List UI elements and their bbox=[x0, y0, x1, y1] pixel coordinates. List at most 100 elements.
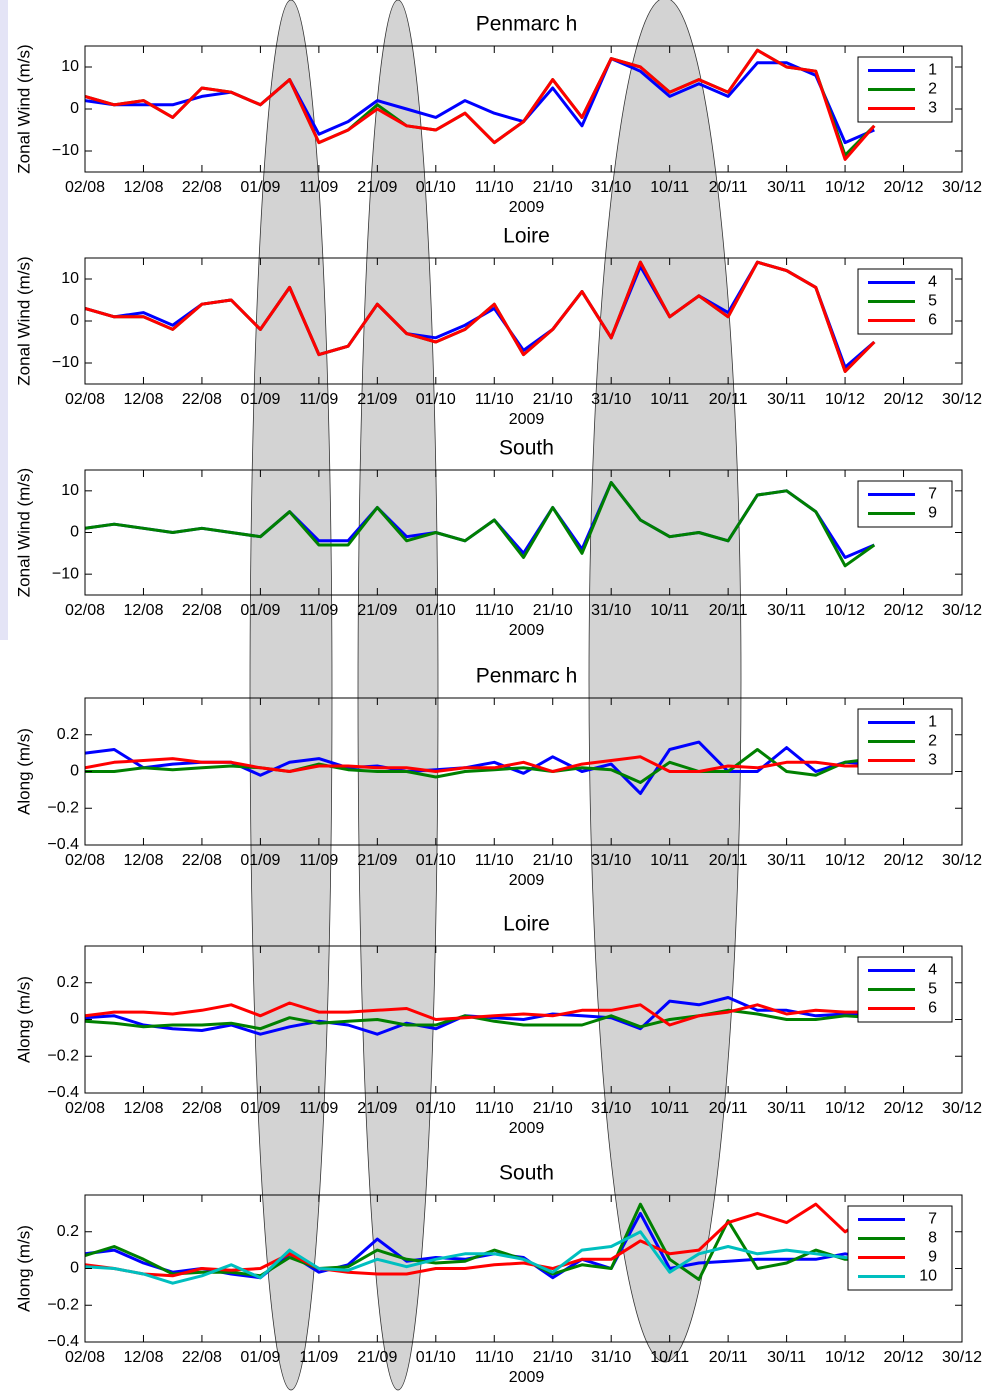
x-tick-label: 30/12 bbox=[942, 1100, 982, 1117]
x-tick-label: 12/08 bbox=[123, 391, 163, 408]
series-line bbox=[85, 48, 876, 161]
x-tick-label: 11/09 bbox=[299, 1349, 338, 1366]
plot-area bbox=[85, 258, 962, 384]
x-tick-label: 12/08 bbox=[123, 179, 163, 196]
x-tick-label: 11/10 bbox=[475, 852, 514, 869]
legend-label: 10 bbox=[919, 1268, 937, 1285]
plot-area bbox=[85, 1195, 962, 1342]
x-tick-label: 20/12 bbox=[884, 391, 924, 408]
legend-label: 9 bbox=[928, 505, 937, 522]
legend-label: 7 bbox=[928, 486, 937, 503]
legend-label: 1 bbox=[928, 714, 937, 731]
y-tick-label: −0.4 bbox=[47, 1333, 79, 1350]
x-tick-label: 30/12 bbox=[942, 602, 982, 619]
x-tick-label: 30/12 bbox=[942, 852, 982, 869]
x-tick-label: 01/10 bbox=[416, 1100, 456, 1117]
y-tick-label: 10 bbox=[61, 482, 79, 499]
x-axis-label: 2009 bbox=[509, 622, 545, 639]
x-tick-label: 21/10 bbox=[533, 1100, 573, 1117]
x-tick-label: 10/12 bbox=[825, 852, 865, 869]
x-tick-label: 20/12 bbox=[884, 179, 924, 196]
x-tick-label: 10/11 bbox=[650, 1100, 689, 1117]
x-tick-label: 20/12 bbox=[884, 1349, 924, 1366]
x-tick-label: 21/10 bbox=[533, 602, 573, 619]
x-axis-label: 2009 bbox=[509, 1369, 545, 1386]
series-line bbox=[85, 1008, 875, 1031]
x-tick-label: 20/11 bbox=[709, 1100, 748, 1117]
x-tick-label: 21/09 bbox=[357, 1349, 397, 1366]
x-tick-label: 22/08 bbox=[182, 391, 222, 408]
x-tick-label: 11/10 bbox=[475, 391, 514, 408]
x-tick-label: 30/12 bbox=[942, 179, 982, 196]
plot-area bbox=[85, 698, 962, 845]
highlight-ellipse bbox=[588, 0, 742, 1363]
highlight-ellipse bbox=[357, 0, 439, 1391]
x-tick-label: 20/12 bbox=[884, 1100, 924, 1117]
y-tick-label: −0.2 bbox=[47, 799, 79, 816]
x-tick-label: 30/11 bbox=[767, 1100, 806, 1117]
x-tick-label: 01/10 bbox=[416, 391, 456, 408]
x-tick-label: 30/11 bbox=[767, 852, 806, 869]
axes-frame bbox=[84, 945, 963, 1094]
legend-label: 9 bbox=[928, 1249, 937, 1266]
x-tick-label: 10/11 bbox=[650, 602, 689, 619]
x-tick-label: 22/08 bbox=[182, 1100, 222, 1117]
y-tick-label: 10 bbox=[61, 58, 79, 75]
x-tick-label: 01/09 bbox=[240, 179, 280, 196]
x-tick-label: 01/09 bbox=[240, 1349, 280, 1366]
x-tick-label: 11/09 bbox=[299, 1100, 338, 1117]
x-tick-label: 10/12 bbox=[825, 391, 865, 408]
x-tick-label: 31/10 bbox=[591, 602, 631, 619]
chart-title: Penmarc h bbox=[476, 13, 578, 36]
x-tick-label: 20/12 bbox=[884, 602, 924, 619]
x-tick-label: 21/10 bbox=[533, 179, 573, 196]
x-tick-label: 02/08 bbox=[65, 179, 105, 196]
x-axis-label: 2009 bbox=[509, 872, 545, 889]
x-tick-label: 30/11 bbox=[767, 179, 806, 196]
x-tick-label: 01/10 bbox=[416, 602, 456, 619]
x-tick-label: 10/11 bbox=[650, 179, 689, 196]
legend-label: 4 bbox=[928, 962, 937, 979]
y-tick-label: −0.4 bbox=[47, 836, 79, 853]
y-tick-label: 0 bbox=[70, 1011, 79, 1028]
x-tick-label: 10/11 bbox=[650, 391, 689, 408]
x-tick-label: 21/09 bbox=[357, 852, 397, 869]
y-tick-label: 0 bbox=[70, 1260, 79, 1277]
legend-label: 2 bbox=[928, 733, 937, 750]
x-tick-label: 31/10 bbox=[591, 391, 631, 408]
x-tick-label: 22/08 bbox=[182, 852, 222, 869]
x-tick-label: 30/11 bbox=[767, 602, 806, 619]
legend-label: 6 bbox=[928, 312, 937, 329]
x-tick-label: 02/08 bbox=[65, 852, 105, 869]
x-tick-label: 30/12 bbox=[942, 391, 982, 408]
x-tick-label: 12/08 bbox=[123, 1349, 163, 1366]
x-tick-label: 01/09 bbox=[240, 391, 280, 408]
side-strip bbox=[0, 0, 8, 640]
x-tick-label: 01/10 bbox=[416, 1349, 456, 1366]
x-tick-label: 30/11 bbox=[767, 1349, 806, 1366]
x-tick-label: 11/09 bbox=[299, 179, 338, 196]
x-tick-label: 31/10 bbox=[591, 1349, 631, 1366]
x-tick-label: 01/09 bbox=[240, 602, 280, 619]
x-tick-label: 21/09 bbox=[357, 391, 397, 408]
x-tick-label: 02/08 bbox=[65, 602, 105, 619]
x-tick-label: 31/10 bbox=[591, 179, 631, 196]
series-line bbox=[85, 1230, 875, 1285]
x-tick-label: 21/09 bbox=[357, 179, 397, 196]
legend-box bbox=[857, 480, 953, 528]
x-axis-label: 2009 bbox=[509, 1120, 545, 1137]
y-axis-label: Along (m/s) bbox=[14, 728, 33, 815]
legend-label: 2 bbox=[928, 81, 937, 98]
series-line bbox=[85, 1001, 875, 1027]
y-tick-label: 0 bbox=[70, 524, 79, 541]
x-tick-label: 01/09 bbox=[240, 1100, 280, 1117]
x-axis-label: 2009 bbox=[509, 199, 545, 216]
lines-layer bbox=[85, 48, 876, 1285]
x-tick-label: 21/09 bbox=[357, 1100, 397, 1117]
x-tick-label: 12/08 bbox=[123, 602, 163, 619]
series-line bbox=[85, 481, 876, 568]
legend-label: 7 bbox=[928, 1211, 937, 1228]
x-tick-label: 11/09 bbox=[299, 391, 338, 408]
x-tick-label: 11/10 bbox=[475, 1349, 514, 1366]
